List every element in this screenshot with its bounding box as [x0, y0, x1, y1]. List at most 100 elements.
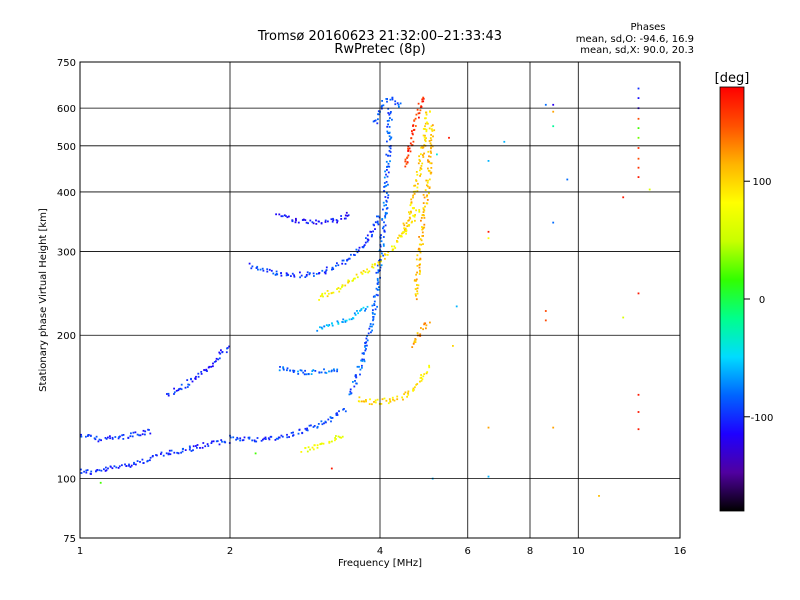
echo-point — [99, 481, 102, 484]
echo-point — [255, 440, 258, 443]
echo-point — [413, 184, 415, 187]
echo-point — [365, 237, 367, 239]
echo-point — [427, 122, 429, 125]
echo-point — [417, 182, 419, 185]
echo-point — [321, 294, 323, 296]
echo-point — [344, 214, 347, 217]
echo-point — [381, 252, 383, 255]
echo-point — [552, 221, 555, 224]
echo-point — [299, 369, 302, 372]
echo-point — [105, 469, 108, 472]
colorbar-tick-label: -100 — [751, 413, 774, 424]
echo-point — [637, 136, 640, 139]
echo-point — [319, 295, 322, 298]
echo-point — [342, 318, 345, 321]
echo-point — [138, 434, 141, 437]
echo-point — [325, 269, 328, 271]
echo-point — [364, 346, 366, 348]
echo-point — [286, 433, 288, 436]
echo-point — [228, 345, 230, 348]
echo-point — [216, 440, 219, 442]
echo-point — [133, 463, 135, 465]
echo-point — [376, 215, 378, 218]
echo-point — [155, 454, 157, 456]
echo-point — [376, 282, 379, 285]
echo-point — [376, 279, 379, 282]
echo-point — [419, 271, 421, 273]
echo-point — [298, 428, 301, 431]
echo-point — [354, 314, 357, 316]
echo-point — [378, 263, 380, 266]
echo-point — [200, 371, 203, 373]
echo-point — [263, 437, 266, 440]
echo-point — [286, 369, 288, 372]
echo-point — [432, 135, 434, 138]
echo-point — [416, 287, 419, 290]
echo-point — [347, 281, 349, 284]
echo-point — [381, 104, 383, 107]
echo-point — [312, 272, 315, 275]
echo-point — [337, 435, 340, 438]
echo-point — [429, 321, 431, 324]
echo-point — [428, 140, 431, 142]
echo-point — [323, 368, 325, 371]
echo-point — [389, 147, 392, 150]
echo-point — [301, 431, 304, 434]
echo-point — [412, 133, 414, 136]
echo-point — [374, 119, 377, 122]
echo-point — [90, 470, 93, 473]
echo-point — [423, 323, 425, 326]
echo-point — [335, 438, 337, 440]
echo-point — [402, 222, 405, 225]
echo-point — [402, 231, 404, 234]
echo-point — [197, 375, 200, 378]
echo-point — [430, 167, 433, 169]
echo-point — [297, 370, 299, 373]
echo-point — [294, 221, 297, 224]
echo-point — [487, 237, 490, 240]
x-tick-label: 4 — [377, 546, 383, 557]
echo-point — [419, 167, 422, 169]
echo-point — [419, 257, 422, 260]
echo-point — [279, 366, 281, 368]
echo-point — [396, 398, 399, 401]
echo-point — [358, 396, 361, 399]
echo-point — [308, 424, 311, 427]
echo-point — [100, 469, 103, 472]
echo-point — [113, 465, 116, 468]
echo-point — [416, 190, 419, 193]
echo-point — [374, 295, 376, 298]
echo-point — [417, 112, 420, 115]
echo-point — [374, 221, 377, 224]
echo-point — [223, 440, 226, 443]
echo-point — [194, 378, 197, 380]
echo-point — [385, 399, 388, 402]
colorbar-ticks: 100 0 -100 — [744, 177, 773, 424]
echo-point — [295, 217, 297, 220]
echo-point — [387, 183, 389, 186]
echo-point — [361, 366, 363, 369]
echo-point — [418, 210, 421, 213]
echo-point — [262, 269, 265, 272]
echo-point — [416, 254, 419, 257]
echo-point — [382, 104, 385, 107]
echo-point — [424, 322, 427, 325]
echo-point — [349, 390, 352, 393]
echo-point — [419, 173, 422, 176]
echo-point — [388, 126, 391, 128]
echo-point — [201, 446, 204, 449]
echo-point — [392, 248, 395, 251]
echo-point — [371, 304, 374, 307]
echo-point — [418, 158, 421, 161]
echo-point — [418, 266, 421, 269]
echo-point — [426, 199, 429, 201]
echo-point — [420, 239, 423, 242]
echo-point — [385, 173, 387, 176]
echo-point — [236, 437, 239, 440]
echo-point — [80, 468, 82, 471]
echo-point — [418, 112, 421, 114]
echo-point — [272, 272, 275, 275]
echo-point — [428, 155, 430, 158]
echo-point — [332, 219, 335, 221]
echo-point — [90, 435, 92, 437]
